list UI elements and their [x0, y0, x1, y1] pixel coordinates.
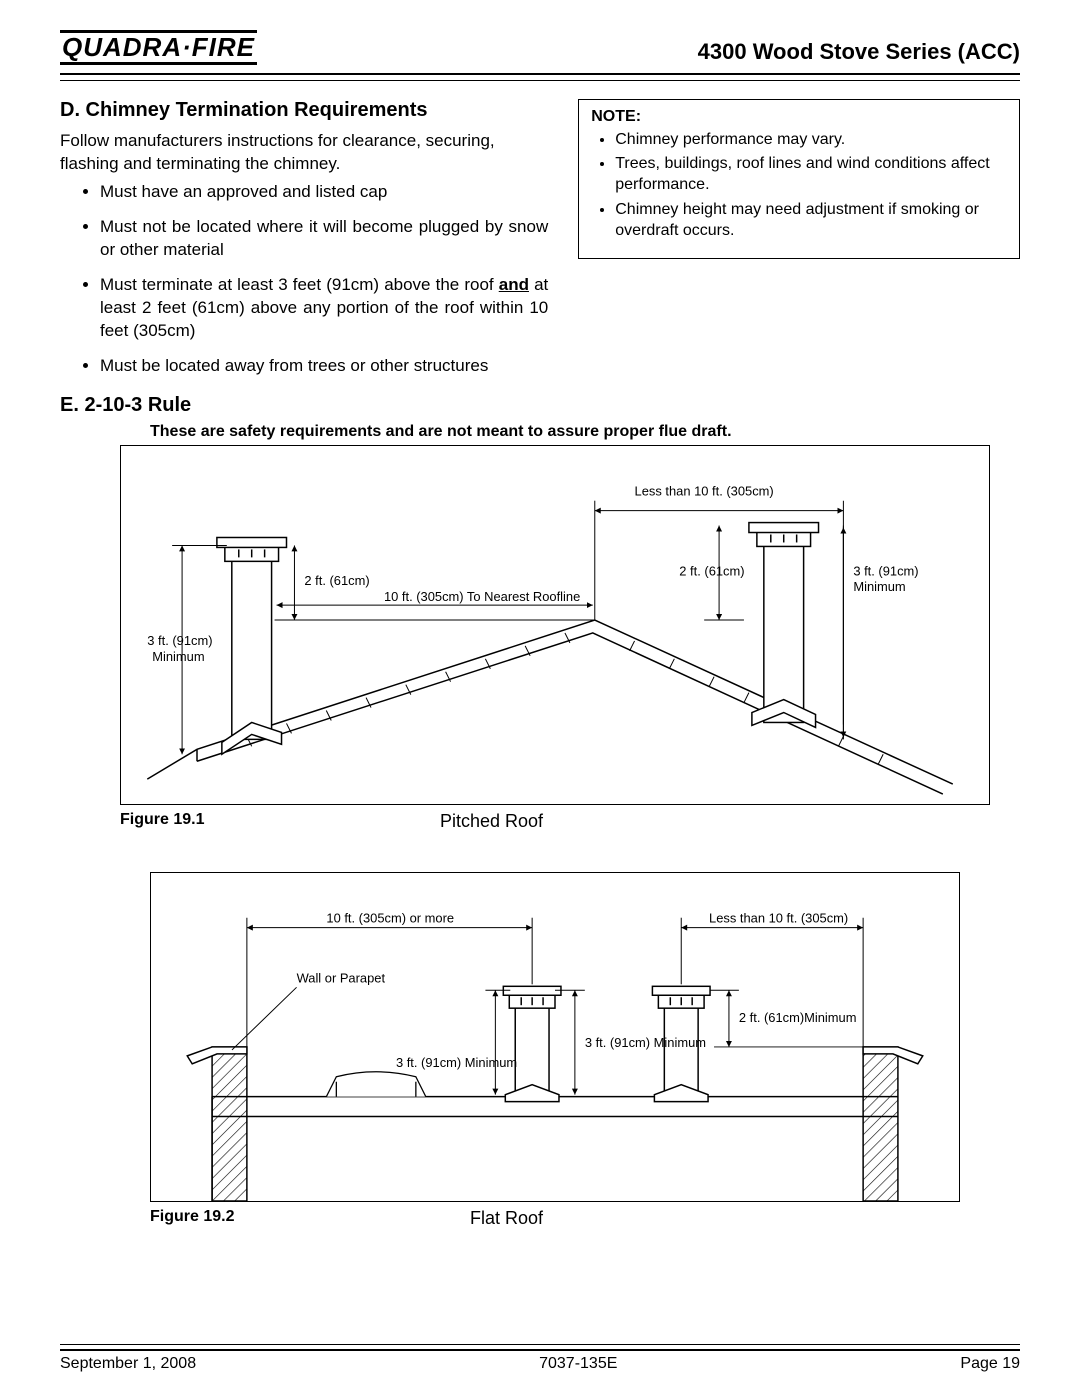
- figure-19-2-caption: Figure 19.2 Flat Roof: [150, 1208, 1020, 1229]
- dim-3min-a: 3 ft. (91cm) Minimum: [396, 1055, 517, 1070]
- page-footer: September 1, 2008 7037-135E Page 19: [60, 1344, 1020, 1373]
- req-item: Must be located away from trees or other…: [100, 355, 548, 378]
- note-title: NOTE:: [591, 108, 1007, 126]
- document-title: 4300 Wood Stove Series (ACC): [698, 39, 1020, 65]
- safety-note: These are safety requirements and are no…: [150, 423, 1020, 441]
- req-item: Must terminate at least 3 feet (91cm) ab…: [100, 274, 548, 343]
- section-d-heading: D. Chimney Termination Requirements: [60, 99, 548, 122]
- page-header: QUADRA·FIRE 4300 Wood Stove Series (ACC): [60, 30, 1020, 71]
- header-rule: [60, 73, 1020, 81]
- note-box: NOTE: Chimney performance may vary. Tree…: [578, 99, 1020, 259]
- note-item: Trees, buildings, roof lines and wind co…: [615, 154, 1007, 196]
- section-d-intro: Follow manufacturers instructions for cl…: [60, 130, 548, 176]
- dim-2min: 2 ft. (61cm)Minimum: [739, 1010, 857, 1025]
- page-content: D. Chimney Termination Requirements Foll…: [60, 99, 1020, 1229]
- section-d-list: Must have an approved and listed cap Mus…: [60, 181, 548, 378]
- dim-less-10-flat: Less than 10 ft. (305cm): [709, 911, 848, 926]
- dim-3ft-b-2: Minimum: [853, 579, 905, 594]
- note-item: Chimney height may need adjustment if sm…: [615, 200, 1007, 242]
- footer-docnum: 7037-135E: [539, 1355, 617, 1373]
- figure-19-1: Less than 10 ft. (305cm) 2 ft. (61cm) 3 …: [120, 445, 990, 805]
- dim-3min-b: 3 ft. (91cm) Minimum: [585, 1035, 706, 1050]
- dim-3ft-a-2: Minimum: [152, 649, 204, 664]
- dim-10-or-more: 10 ft. (305cm) or more: [326, 911, 454, 926]
- req-item: Must have an approved and listed cap: [100, 181, 548, 204]
- dim-3ft-b-1: 3 ft. (91cm): [853, 563, 918, 578]
- footer-page: Page 19: [960, 1355, 1020, 1373]
- figure-19-2: 10 ft. (305cm) or more Less than 10 ft. …: [150, 872, 960, 1202]
- dim-less-than-10: Less than 10 ft. (305cm): [635, 484, 774, 499]
- wall-parapet-label: Wall or Parapet: [297, 970, 386, 985]
- dim-2ft-a: 2 ft. (61cm): [304, 573, 369, 588]
- dim-10ft-nearest: 10 ft. (305cm) To Nearest Roofline: [384, 589, 580, 604]
- footer-date: September 1, 2008: [60, 1355, 196, 1373]
- req-item: Must not be located where it will become…: [100, 216, 548, 262]
- dim-2ft-b: 2 ft. (61cm): [679, 563, 744, 578]
- note-item: Chimney performance may vary.: [615, 130, 1007, 151]
- section-e-heading: E. 2-10-3 Rule: [60, 394, 1020, 417]
- figure-19-1-caption: Figure 19.1 Pitched Roof: [120, 811, 1020, 832]
- brand-logo: QUADRA·FIRE: [60, 30, 257, 65]
- dim-3ft-a-1: 3 ft. (91cm): [147, 633, 212, 648]
